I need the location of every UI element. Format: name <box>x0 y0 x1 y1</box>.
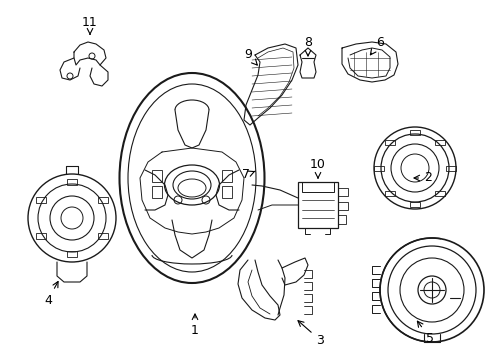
Text: 3: 3 <box>297 321 323 346</box>
Text: 2: 2 <box>413 171 431 184</box>
Text: 1: 1 <box>191 314 199 337</box>
Text: 5: 5 <box>417 321 433 345</box>
Text: 9: 9 <box>244 49 257 65</box>
Text: 11: 11 <box>82 15 98 34</box>
Text: 8: 8 <box>304 36 311 56</box>
Text: 6: 6 <box>369 36 383 55</box>
Text: 7: 7 <box>242 168 255 181</box>
Text: 10: 10 <box>309 158 325 178</box>
Text: 4: 4 <box>44 282 58 306</box>
